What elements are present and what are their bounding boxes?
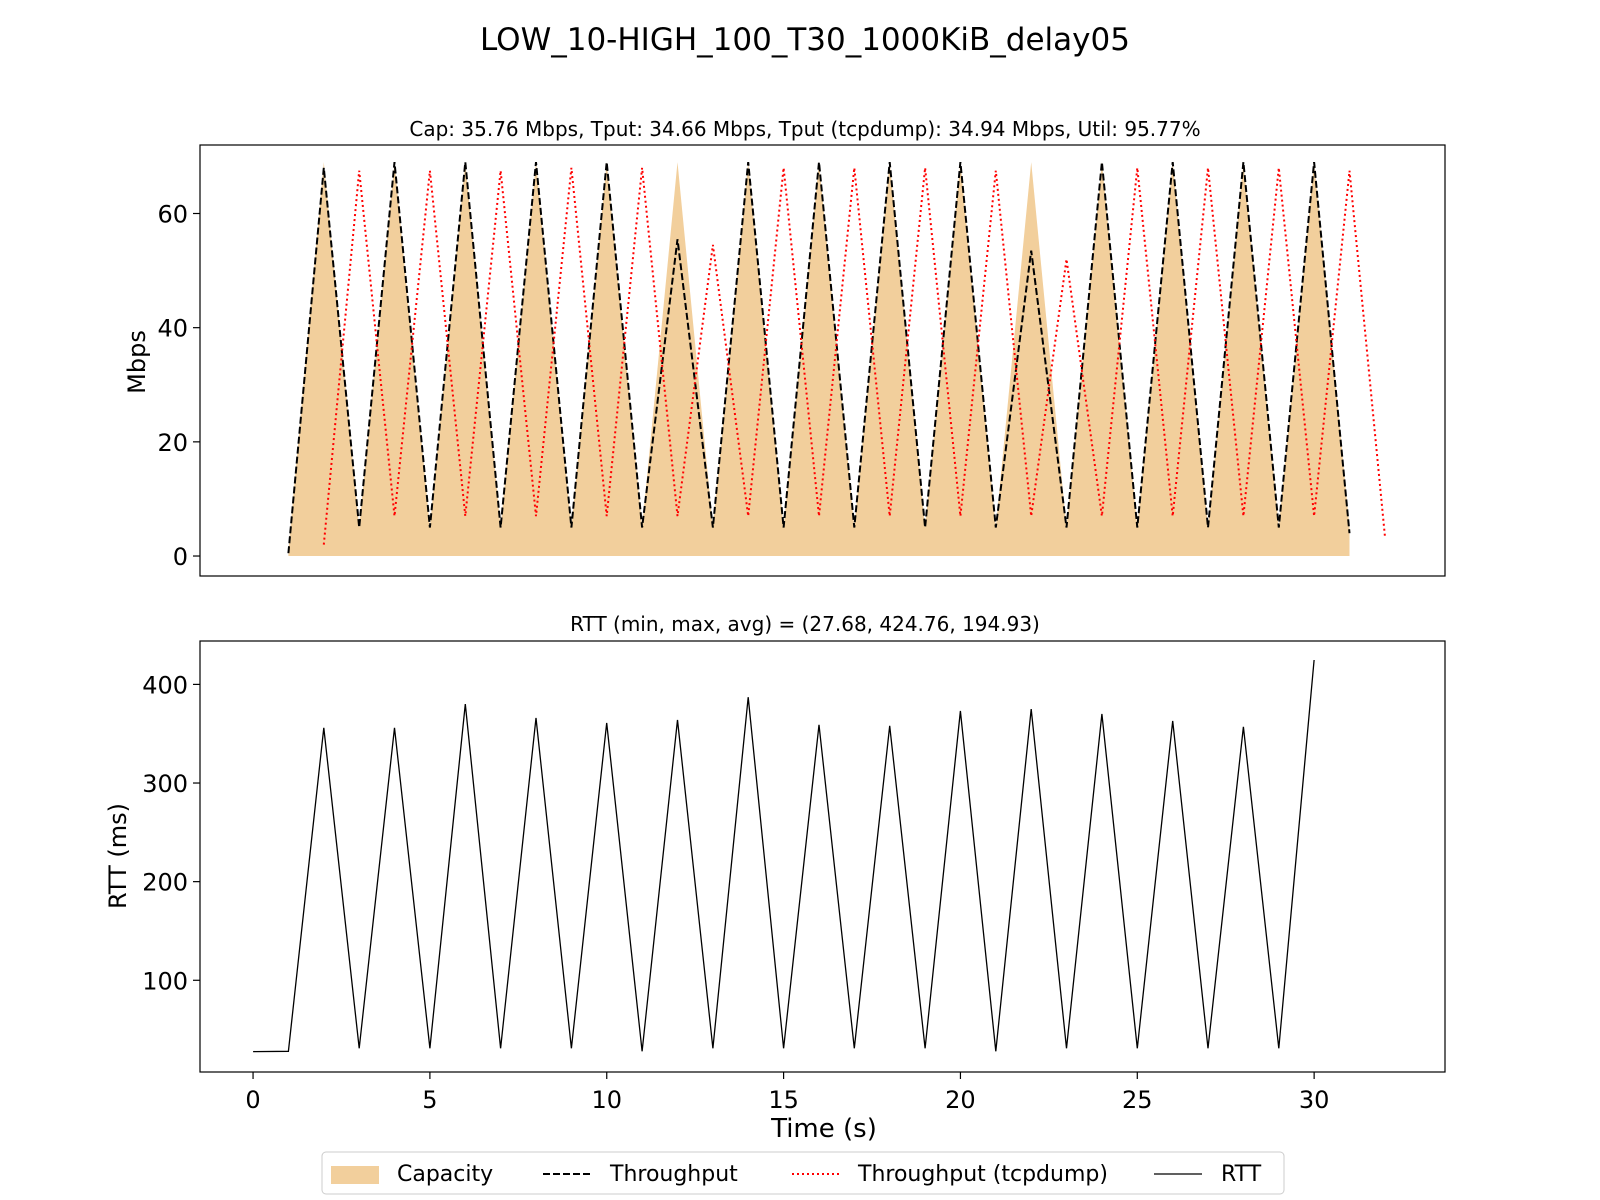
- rtt-x-tick-label: 10: [591, 1086, 622, 1114]
- throughput-series-capacity-area: [288, 162, 1350, 556]
- rtt-x-ticks: 0 5 10 15 20 25 30: [245, 1072, 1329, 1114]
- rtt-panel-title: RTT (min, max, avg) = (27.68, 424.76, 19…: [570, 612, 1040, 636]
- rtt-x-tick-label: 0: [245, 1086, 260, 1114]
- rtt-plot-area: [253, 659, 1315, 1053]
- rtt-series-rtt-line: [253, 659, 1315, 1053]
- throughput-panel: Cap: 35.76 Mbps, Tput: 34.66 Mbps, Tput …: [123, 117, 1446, 577]
- rtt-y-tick-label: 400: [142, 671, 188, 699]
- throughput-y-axis-label: Mbps: [123, 330, 151, 394]
- throughput-panel-title: Cap: 35.76 Mbps, Tput: 34.66 Mbps, Tput …: [409, 117, 1200, 141]
- rtt-x-tick-label: 30: [1299, 1086, 1330, 1114]
- rtt-x-axis-label: Time (s): [770, 1114, 877, 1144]
- throughput-y-ticks: 0 20 40 60: [157, 201, 200, 571]
- legend-tcpdump-label: Throughput (tcpdump): [857, 1162, 1108, 1187]
- rtt-y-tick-label: 200: [142, 869, 188, 897]
- rtt-y-tick-label: 300: [142, 770, 188, 798]
- rtt-y-axis-label: RTT (ms): [104, 803, 132, 909]
- throughput-plot-area: [287, 162, 1386, 556]
- throughput-y-tick-label: 0: [173, 543, 188, 571]
- throughput-y-tick-label: 40: [157, 315, 188, 343]
- rtt-x-tick-label: 20: [945, 1086, 976, 1114]
- rtt-axes-frame: [199, 640, 1446, 1073]
- rtt-y-ticks: 100 200 300 400: [142, 671, 200, 995]
- legend: Capacity Throughput Throughput (tcpdump)…: [321, 1151, 1285, 1195]
- throughput-series-throughput-line: [287, 162, 1351, 554]
- throughput-y-tick-label: 20: [157, 429, 188, 457]
- legend-capacity-label: Capacity: [397, 1162, 493, 1187]
- figure-title: LOW_10-HIGH_100_T30_1000KiB_delay05: [480, 22, 1130, 58]
- legend-capacity-swatch: [331, 1166, 379, 1184]
- legend-throughput-label: Throughput: [609, 1162, 738, 1187]
- rtt-y-tick-label: 100: [142, 967, 188, 995]
- throughput-y-tick-label: 60: [157, 201, 188, 229]
- legend-rtt-label: RTT: [1221, 1162, 1262, 1187]
- rtt-x-tick-label: 15: [768, 1086, 799, 1114]
- rtt-x-tick-label: 25: [1122, 1086, 1153, 1114]
- rtt-panel: RTT (min, max, avg) = (27.68, 424.76, 19…: [104, 612, 1446, 1144]
- rtt-x-tick-label: 5: [422, 1086, 437, 1114]
- throughput-axes-frame: [199, 144, 1446, 577]
